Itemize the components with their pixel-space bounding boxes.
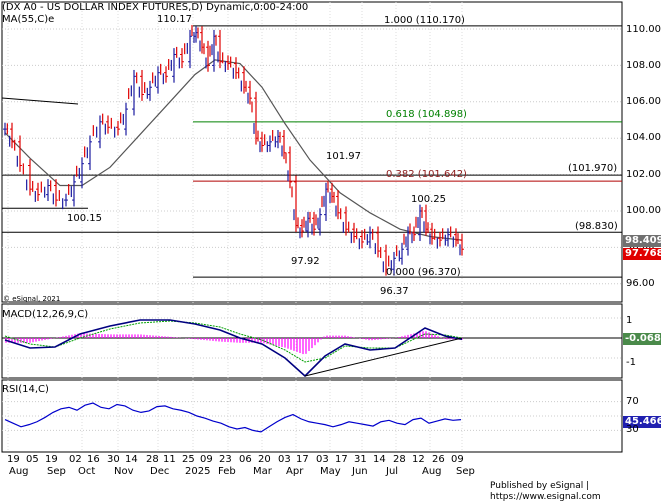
time-axis-day: 19 [7, 454, 20, 465]
time-axis-day: 28 [146, 454, 159, 465]
time-axis-day: 09 [451, 454, 464, 465]
time-axis-day: 23 [219, 454, 232, 465]
price-axis-label: 110.00 [626, 24, 661, 35]
fib-100-label: 1.000 (110.170) [384, 15, 465, 26]
time-axis-day: 03 [278, 454, 291, 465]
time-axis-day: 28 [393, 454, 406, 465]
annotation-101-97: 101.97 [326, 151, 361, 162]
price-axis-label: 108.00 [626, 60, 661, 71]
time-axis-day: 20 [258, 454, 271, 465]
macd-panel-frame [1, 303, 623, 379]
time-axis-day: 11 [163, 454, 176, 465]
time-axis-month: Sep [47, 466, 66, 477]
time-axis-day: 09 [200, 454, 213, 465]
time-axis-day: 17 [296, 454, 309, 465]
time-axis-month: Dec [150, 466, 170, 477]
time-axis-day: 19 [45, 454, 58, 465]
time-axis-month: Oct [78, 466, 96, 477]
time-axis-day: 17 [335, 454, 348, 465]
publisher-footer: Published by eSignal | https://www.esign… [490, 481, 601, 502]
price-axis-label: 96.00 [626, 278, 655, 289]
macd-axis-label: -1 [626, 357, 636, 368]
time-axis-day: 26 [432, 454, 445, 465]
price-panel-frame [1, 1, 623, 303]
rsi-value-tag: 45.466 [623, 416, 664, 428]
time-axis-month: Apr [286, 466, 304, 477]
time-axis-month: Jul [386, 466, 399, 477]
macd-trendline [304, 337, 463, 377]
time-axis-month: Aug [422, 466, 442, 477]
macd-panel-title: MACD(12,26,9,C) [2, 309, 89, 320]
rsi-axis-label: 30 [626, 424, 639, 436]
rsi-axis-label: 70 [626, 395, 639, 407]
price-axis-label: 100.00 [626, 205, 661, 216]
ma-label: MA(55,C)e [2, 14, 55, 25]
close-price-tag: 97.768 [623, 248, 664, 260]
price-axis-label: 104.00 [626, 132, 661, 143]
time-axis-day: 14 [373, 454, 386, 465]
time-axis-day: 06 [239, 454, 252, 465]
time-axis-month: Mar [253, 466, 272, 477]
annotation-100-25: 100.25 [411, 194, 446, 205]
time-axis-day: 31 [354, 454, 367, 465]
price-axis-label: 102.00 [626, 169, 661, 180]
macd-value-tag: -0.068 [623, 333, 661, 345]
time-axis-day: 12 [412, 454, 425, 465]
macd-line [4, 319, 463, 378]
time-axis-day: 30 [107, 454, 120, 465]
fib-382-label: 0.382 (101.642) [386, 169, 467, 180]
ma-value-tag: 98.409 [623, 235, 664, 247]
time-axis-day: 16 [87, 454, 100, 465]
time-axis-day: 03 [316, 454, 329, 465]
time-axis-month: Nov [114, 466, 134, 477]
annotation-97-92: 97.92 [291, 256, 320, 267]
level-101970-label: (101.970) [568, 163, 618, 174]
time-axis-month: Sep [456, 466, 475, 477]
chart-title: (DX A0 - US DOLLAR INDEX FUTURES,D) Dyna… [2, 2, 309, 13]
time-axis-day: 25 [182, 454, 195, 465]
time-axis-day: 14 [125, 454, 138, 465]
time-axis-day: 02 [69, 454, 82, 465]
rsi-panel-title: RSI(14,C) [2, 384, 49, 395]
trend-line-upper [1, 97, 79, 105]
macd-axis-label: 1 [626, 315, 633, 326]
time-axis-month: Jun [352, 466, 368, 477]
copyright-note: © eSignal, 2021 [3, 295, 61, 303]
time-axis-month: Aug [9, 466, 29, 477]
fib-618-label: 0.618 (104.898) [386, 109, 467, 120]
time-axis-month: Feb [218, 466, 236, 477]
annotation-100-15: 100.15 [67, 213, 102, 224]
fib-0-label: 0.000 (96.370) [386, 267, 461, 278]
time-axis-month: 2025 [185, 466, 211, 477]
annotation-110-17: 110.17 [157, 14, 192, 25]
rsi-line [4, 402, 462, 433]
time-axis-month: May [320, 466, 341, 477]
time-axis-day: 05 [26, 454, 39, 465]
annotation-96-37: 96.37 [380, 286, 409, 297]
level-98830-label: (98.830) [575, 221, 618, 232]
price-axis-label: 106.00 [626, 96, 661, 107]
